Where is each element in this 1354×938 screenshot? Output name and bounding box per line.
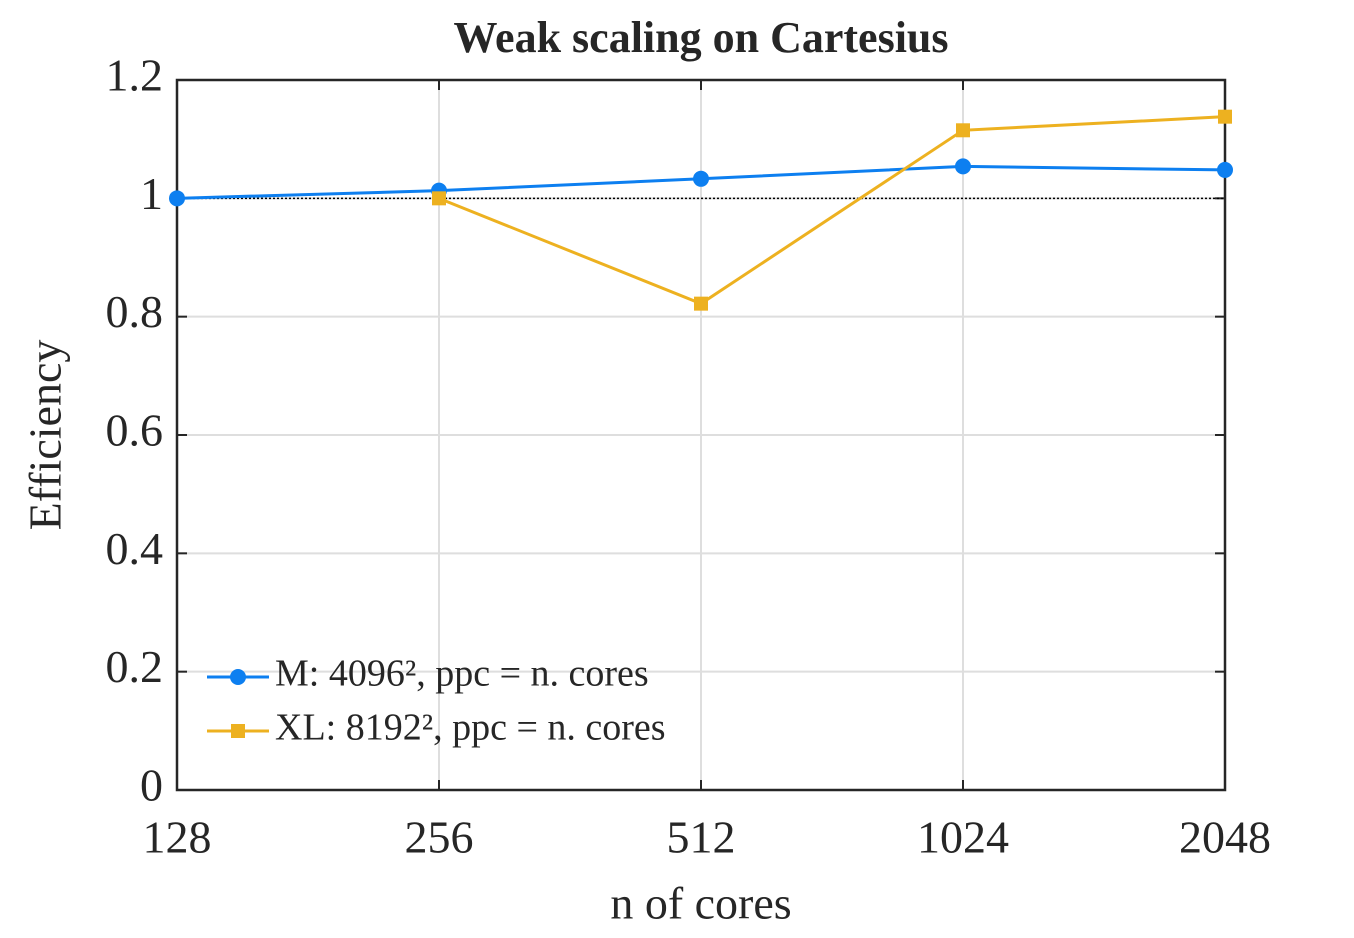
y-tick-label: 1.2 <box>106 50 164 101</box>
y-axis-label: Efficiency <box>20 340 71 531</box>
plot-frame <box>175 78 1227 792</box>
y-tick-label: 0.6 <box>106 405 164 456</box>
data-point <box>694 296 708 311</box>
y-tick-label: 0.2 <box>106 641 164 692</box>
chart-title: Weak scaling on Cartesius <box>453 13 948 62</box>
series-line <box>438 115 1226 306</box>
x-axis-label: n of cores <box>610 878 791 929</box>
x-tick-label: 2048 <box>1179 812 1271 863</box>
data-point <box>1218 109 1232 124</box>
data-point <box>169 190 185 207</box>
data-point <box>955 158 971 175</box>
y-tick-label: 0 <box>140 760 163 811</box>
data-point <box>693 170 709 187</box>
legend-label: M: 4096², ppc = n. cores <box>275 653 649 695</box>
legend-marker <box>231 724 245 738</box>
legend-marker <box>230 669 246 685</box>
legend-label: XL: 8192², ppc = n. cores <box>275 707 666 749</box>
data-point <box>1217 161 1233 178</box>
x-tick-label: 512 <box>667 812 736 863</box>
x-tick-label: 1024 <box>917 812 1009 863</box>
data-point <box>432 191 446 206</box>
y-tick-label: 0.8 <box>106 286 164 337</box>
x-tick-label: 128 <box>143 812 212 863</box>
y-tick-label: 0.4 <box>106 523 164 574</box>
data-point <box>956 123 970 138</box>
y-tick-label: 1 <box>140 168 163 219</box>
x-tick-label: 256 <box>405 812 474 863</box>
